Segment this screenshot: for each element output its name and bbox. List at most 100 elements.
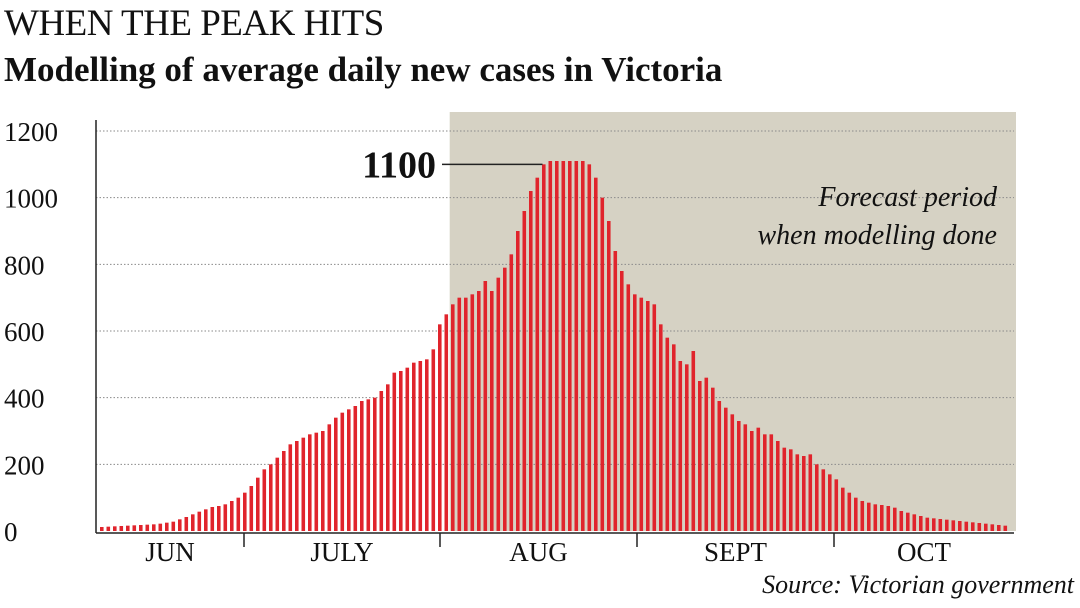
bar (672, 344, 676, 531)
bar (243, 492, 247, 531)
bar (587, 164, 592, 532)
bar (282, 451, 286, 531)
bar (639, 297, 644, 531)
bar (821, 469, 826, 531)
bar (659, 324, 663, 531)
bar (698, 381, 702, 531)
bar (119, 526, 124, 531)
bar (691, 351, 696, 531)
bar (230, 501, 234, 531)
bar (178, 519, 182, 531)
bar (867, 502, 871, 531)
bar (412, 362, 416, 531)
bar (249, 486, 254, 531)
bar (555, 161, 559, 531)
x-tick-label: OCT (897, 537, 952, 567)
bar (899, 511, 904, 531)
bar (399, 371, 403, 531)
bar (360, 401, 364, 531)
bar (308, 434, 312, 531)
bar (340, 412, 345, 531)
x-tick-label: SEPT (704, 537, 768, 567)
bar (366, 399, 371, 531)
bar (828, 474, 832, 531)
bar (529, 191, 533, 531)
forecast-annotation: when modelling done (757, 220, 997, 251)
bar (373, 397, 377, 531)
bar (646, 301, 650, 531)
bar (964, 521, 969, 531)
bar (314, 432, 319, 531)
bar (126, 525, 130, 531)
chart-subtitle: Modelling of average daily new cases in … (4, 50, 723, 89)
bar (301, 437, 306, 531)
bar (841, 487, 845, 531)
bar (834, 479, 839, 531)
bar (711, 387, 715, 531)
bar (503, 267, 507, 531)
bar (425, 359, 429, 531)
bar (496, 277, 501, 531)
bar (444, 314, 449, 531)
bar (997, 525, 1001, 531)
bar (685, 364, 689, 531)
bar (600, 197, 605, 531)
bar (704, 377, 709, 531)
bar (321, 431, 325, 531)
bar (977, 523, 982, 531)
bar (353, 406, 358, 531)
bar (912, 514, 917, 531)
bar (152, 524, 156, 531)
bar (756, 427, 761, 531)
bar (210, 507, 215, 531)
bar (132, 525, 137, 531)
bar (197, 511, 202, 531)
bar (808, 454, 813, 531)
bar (392, 372, 397, 531)
bar (769, 434, 774, 531)
bar (327, 424, 332, 531)
bar (743, 424, 748, 531)
chart-title: WHEN THE PEAK HITS (4, 3, 384, 44)
bar (548, 161, 553, 531)
bar (204, 509, 208, 531)
bar (269, 464, 273, 531)
bar (516, 231, 520, 531)
bar (113, 526, 117, 531)
bar (919, 516, 923, 531)
bar (217, 506, 221, 531)
bar (730, 414, 735, 531)
bar (594, 177, 598, 531)
bar (990, 524, 995, 531)
source-note: Source: Victorian government (762, 570, 1074, 599)
bar (522, 211, 527, 531)
y-tick-label: 1000 (4, 184, 58, 214)
bar (607, 221, 611, 531)
bar (158, 523, 163, 531)
y-tick-label: 200 (4, 450, 45, 480)
bar (561, 161, 566, 531)
bar (145, 524, 150, 531)
bar (847, 492, 852, 531)
bar (568, 161, 572, 531)
bar (386, 384, 390, 531)
x-tick-label: AUG (509, 537, 568, 567)
bar (262, 469, 267, 531)
bar (789, 449, 793, 531)
bar (932, 518, 936, 531)
bar (431, 349, 436, 531)
peak-label: 1100 (362, 144, 436, 186)
bar (815, 464, 819, 531)
bar (405, 367, 410, 531)
bar (438, 324, 442, 531)
bar (165, 522, 169, 531)
bar (418, 361, 423, 531)
forecast-annotation: Forecast period (817, 182, 998, 213)
bar (379, 391, 384, 531)
bar (191, 514, 195, 531)
bar (750, 431, 754, 531)
bar (100, 527, 104, 531)
bar (477, 291, 481, 531)
bar (737, 421, 741, 531)
